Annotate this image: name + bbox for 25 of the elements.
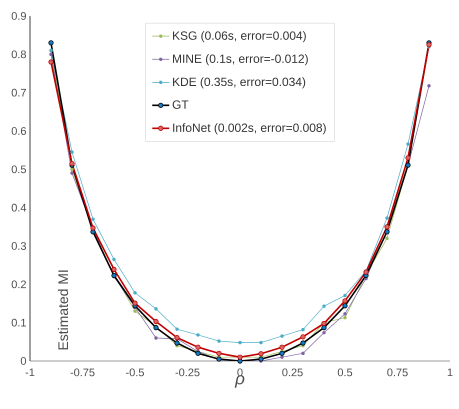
x-tick-label: -0.5	[126, 368, 144, 376]
y-axis-title: Estimated MI	[58, 270, 68, 350]
y-tick-label: 0.1	[12, 318, 26, 327]
x-tick-label: -0.75	[70, 368, 95, 376]
legend-label: MINE (0.1s, error=-0.012)	[173, 54, 308, 66]
x-tick-label: -0.25	[175, 368, 200, 376]
y-tick-label: 0.6	[12, 127, 26, 135]
x-tick-label: -1	[26, 368, 34, 376]
legend-label: GT	[172, 100, 188, 109]
y-tick-label: 0.7	[12, 88, 26, 97]
y-tick-label: 0	[20, 357, 26, 365]
y-tick-label: 0.5	[12, 165, 26, 174]
x-tick-label: 0.75	[387, 368, 408, 376]
y-tick-label: 0.9	[12, 12, 26, 20]
x-tick-label: 0.5	[338, 368, 352, 376]
y-tick-label: 0.4	[12, 204, 26, 212]
legend-label: InfoNet (0.002s, error=0.008)	[173, 123, 326, 134]
x-tick-label: 1	[448, 368, 453, 376]
legend-label: KDE (0.35s, error=0.034)	[173, 77, 306, 88]
y-tick-label: 0.8	[12, 50, 26, 58]
y-tick-label: 0.3	[12, 242, 26, 250]
x-tick-label: 0.25	[282, 368, 303, 376]
x-axis-title: ρ	[234, 375, 244, 388]
y-tick-label: 0.2	[12, 280, 26, 288]
legend-label: KSG (0.06s, error=0.004)	[173, 31, 306, 42]
